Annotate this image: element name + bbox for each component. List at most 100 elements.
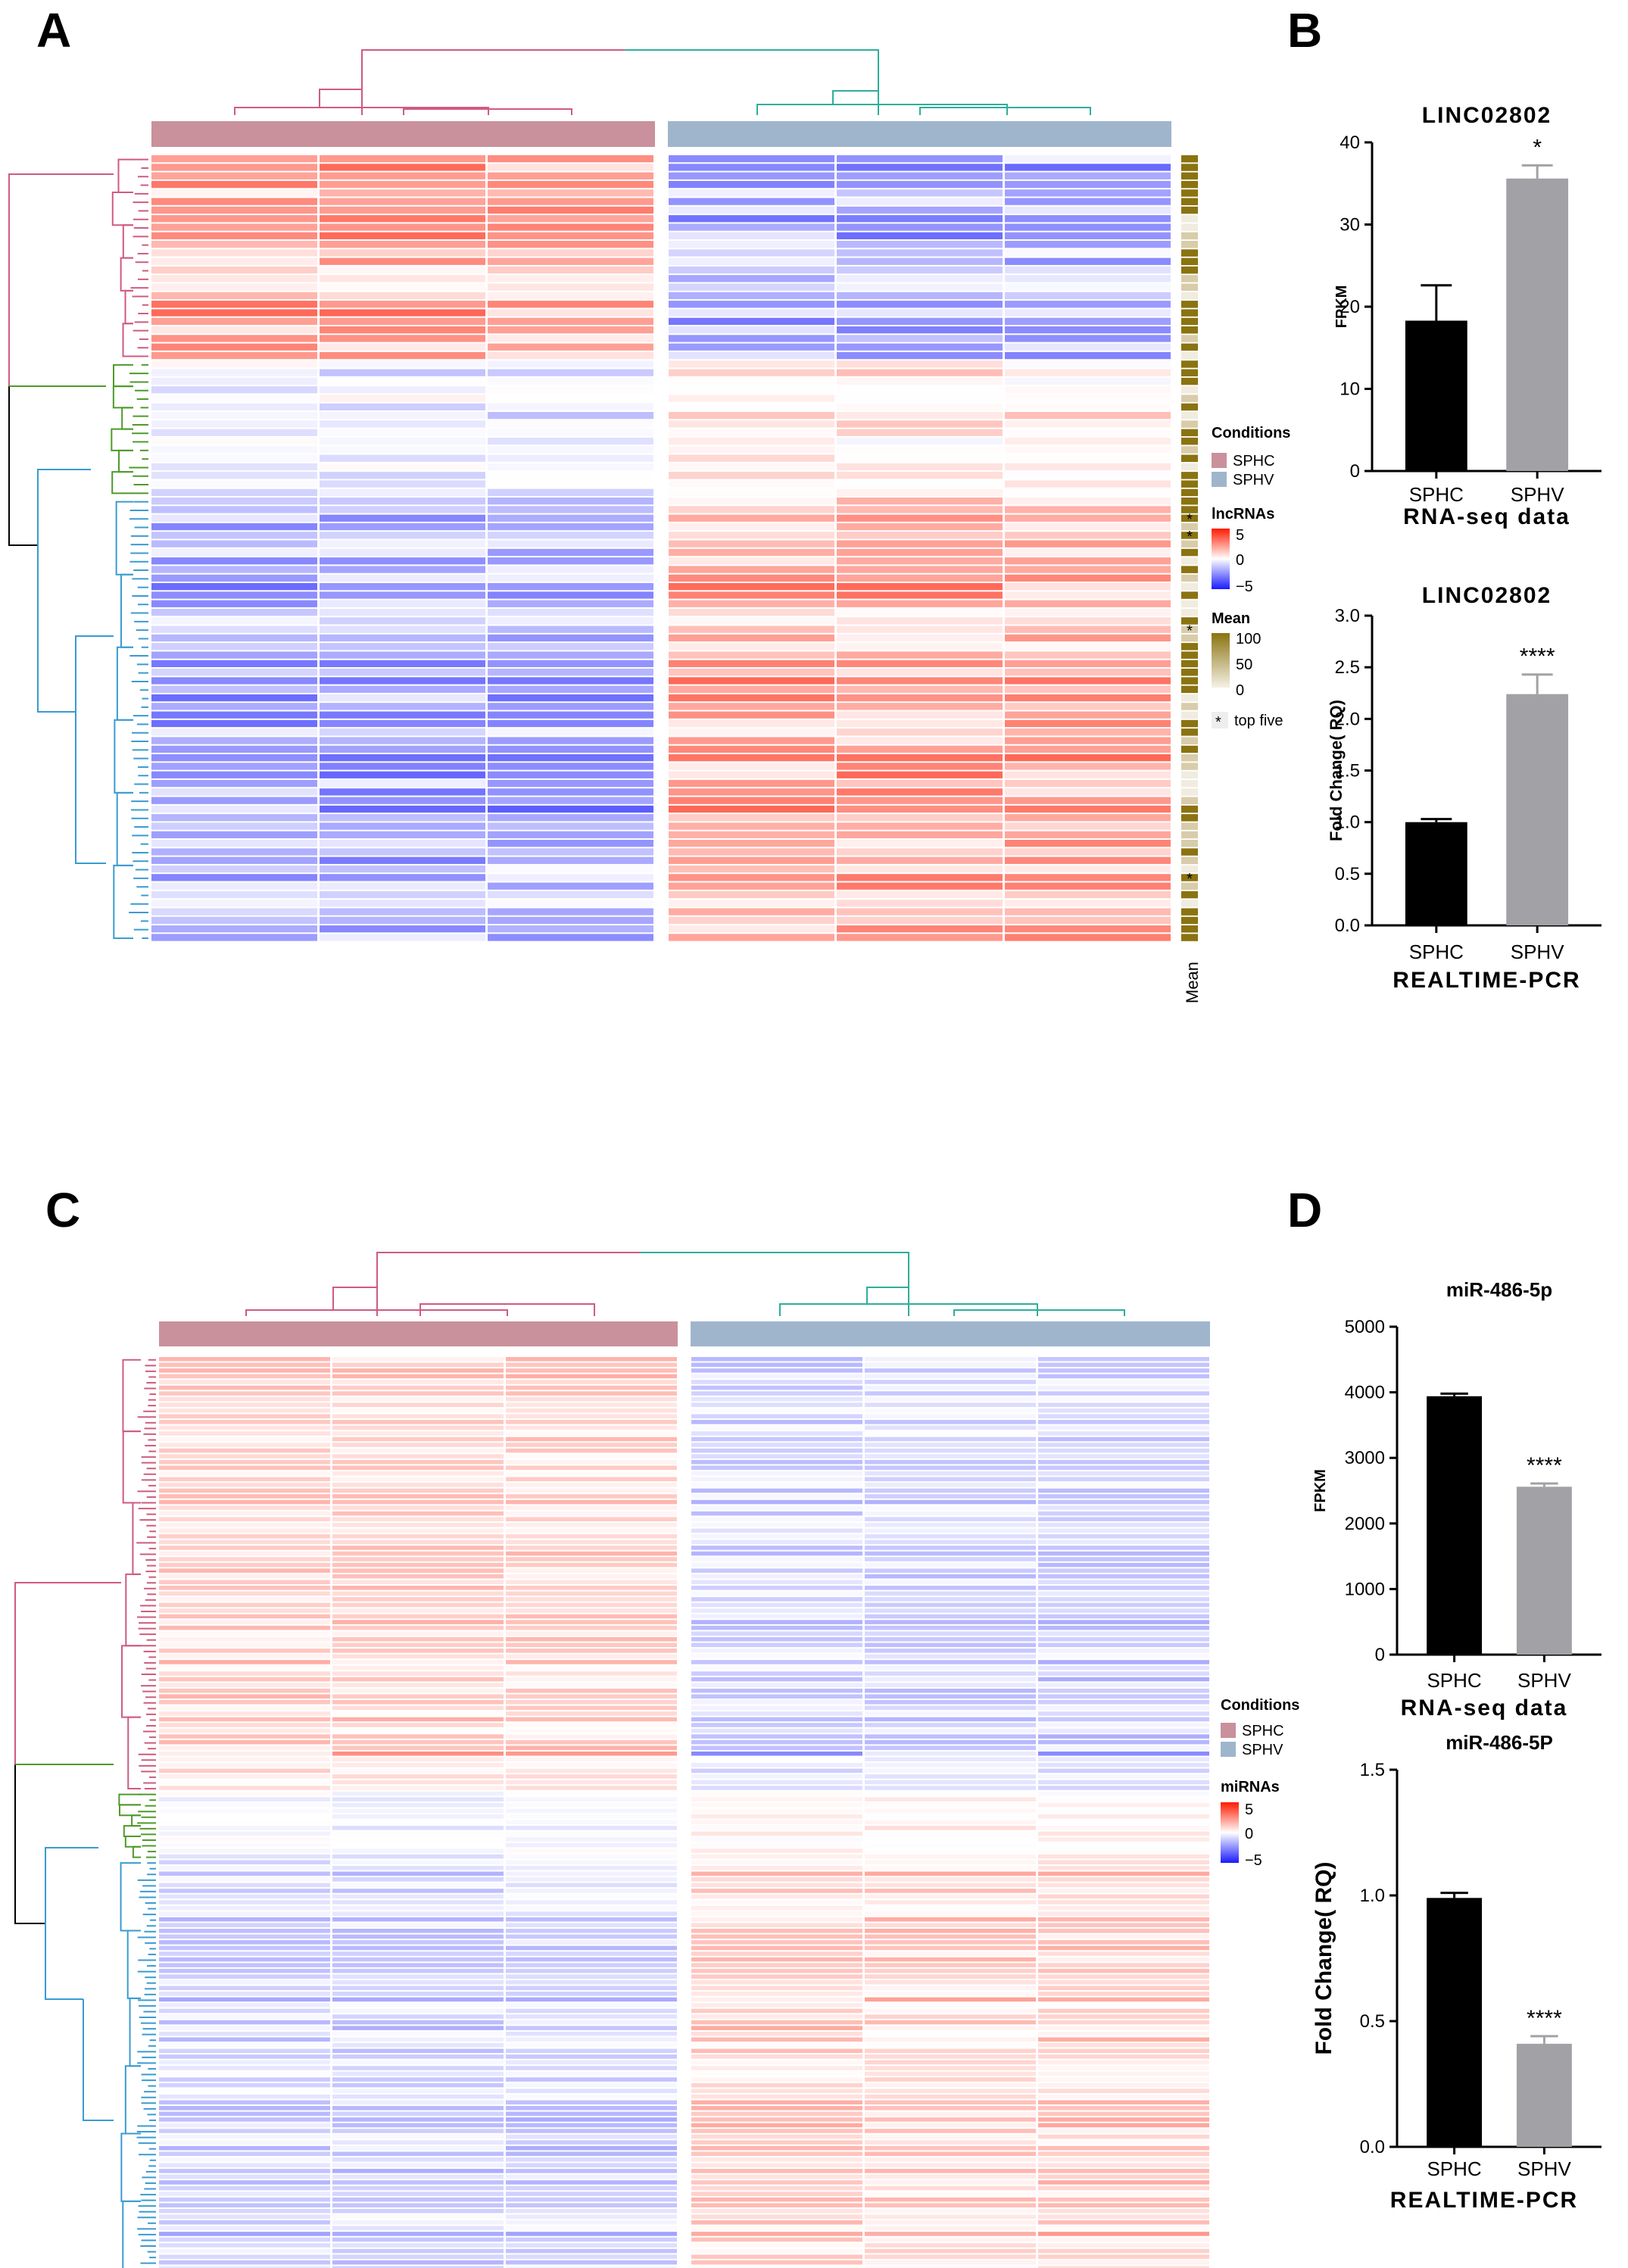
heatmap-cell — [320, 660, 485, 667]
heatmap-cell — [691, 1654, 862, 1659]
heatmap-cell — [837, 446, 1003, 454]
heatmap-cell — [332, 1974, 504, 1979]
heatmap-cell — [151, 677, 317, 685]
heatmap-cell — [488, 574, 653, 582]
heatmap-cell — [320, 719, 485, 728]
heatmap-cell — [1038, 1860, 1209, 1864]
heatmap-cell — [159, 1499, 330, 1505]
heatmap-cell — [332, 1860, 504, 1864]
heatmap-cell — [691, 2151, 862, 2156]
heatmap-cell — [151, 737, 317, 744]
heatmap-cell — [332, 1494, 504, 1499]
heatmap-cell — [506, 1814, 677, 1819]
heatmap-cell — [320, 900, 485, 907]
heatmap-cell — [320, 301, 485, 308]
column-dendrogram — [234, 49, 1091, 115]
heatmap-cell — [1038, 1448, 1209, 1453]
heatmap-cells — [159, 1357, 1209, 2268]
heatmap-cell — [865, 1654, 1036, 1659]
heatmap-cell — [332, 1774, 504, 1779]
mean-cell — [1181, 301, 1198, 308]
x-tick-label: SPHC — [1409, 483, 1464, 506]
heatmap-cell — [506, 1557, 677, 1561]
heatmap-cell — [1038, 2185, 1209, 2191]
heatmap-cell — [865, 1723, 1036, 1727]
heatmap-cell — [320, 669, 485, 676]
mean-cell — [1181, 771, 1198, 779]
heatmap-cell — [332, 1814, 504, 1819]
heatmap-cell — [332, 1517, 504, 1521]
heatmap-cell — [332, 2060, 504, 2065]
y-tick-label: 2.0 — [1335, 709, 1360, 729]
heatmap-cell — [159, 1528, 330, 1533]
heatmap-cell — [159, 1826, 330, 1830]
heatmap-cell — [1005, 925, 1171, 933]
heatmap-cell — [1038, 1454, 1209, 1458]
heatmap-cell — [669, 856, 834, 864]
mean-cell — [1181, 514, 1198, 523]
heatmap-cell — [332, 1402, 504, 1407]
heatmap-cell — [669, 814, 834, 822]
heatmap-cell — [865, 1700, 1036, 1705]
heatmap-cell — [320, 223, 485, 231]
heatmap-cell — [332, 1562, 504, 1568]
heatmap-cell — [151, 548, 317, 557]
heatmap-cell — [669, 472, 834, 479]
heatmap-cell — [691, 1546, 862, 1550]
heatmap-cell — [332, 1848, 504, 1853]
heatmap-cell — [488, 779, 653, 788]
heatmap-cell — [159, 2197, 330, 2202]
heatmap-cell — [488, 831, 653, 838]
heatmap-cell — [691, 1837, 862, 1842]
heatmap-cell — [1038, 1597, 1209, 1602]
heatmap-cell — [506, 2123, 677, 2128]
y-tick-label: 1.5 — [1335, 761, 1360, 781]
heatmap-cell — [159, 1945, 330, 1951]
heatmap-cell — [488, 754, 653, 762]
heatmap-cell — [691, 1471, 862, 1476]
mean-cell — [1181, 703, 1198, 710]
heatmap-cell — [159, 1483, 330, 1487]
heatmap-cell — [837, 172, 1003, 179]
heatmap-cell — [506, 2043, 677, 2048]
heatmap-cell — [837, 548, 1003, 557]
heatmap-cell — [669, 317, 834, 325]
mean-cell — [1181, 874, 1198, 881]
heatmap-cell — [669, 660, 834, 667]
heatmap-cell — [1005, 498, 1171, 505]
heatmap-cell — [506, 1820, 677, 1825]
heatmap-cell — [691, 1900, 862, 1905]
heatmap-cell — [151, 498, 317, 505]
legend-heat-gradient — [1212, 529, 1230, 589]
heatmap-cell — [865, 2020, 1036, 2025]
heatmap-cell — [691, 1528, 862, 1533]
heatmap-cell — [332, 1391, 504, 1396]
heatmap-cell — [488, 711, 653, 719]
heatmap-cell — [669, 908, 834, 916]
heatmap-cell — [691, 2208, 862, 2213]
heatmap-cell — [865, 1979, 1036, 1985]
heatmap-cell — [506, 1443, 677, 1447]
heatmap-cell — [320, 180, 485, 189]
heatmap-cell — [488, 856, 653, 864]
heatmap-cell — [332, 2111, 504, 2117]
heatmap-cell — [837, 934, 1003, 941]
heatmap-cell — [506, 2248, 677, 2254]
heatmap-cell — [1005, 257, 1171, 265]
heatmap-cell — [1005, 317, 1171, 325]
heatmap-cell — [320, 634, 485, 642]
mean-cell — [1181, 223, 1198, 231]
heatmap-cell — [865, 2003, 1036, 2008]
heatmap-cell — [332, 2151, 504, 2156]
heatmap-cell — [669, 301, 834, 308]
dendrogram-branch — [126, 1930, 141, 1999]
heatmap-cell — [1038, 1380, 1209, 1384]
heatmap-cell — [332, 1728, 504, 1733]
heatmap-cell — [865, 2077, 1036, 2082]
heatmap-cell — [1038, 1483, 1209, 1487]
heatmap-cell — [151, 703, 317, 710]
legend-mean-tick-high: 100 — [1236, 631, 1261, 647]
heatmap-cell — [1038, 2129, 1209, 2133]
heatmap-cell — [865, 1631, 1036, 1636]
heatmap-cell — [159, 2037, 330, 2042]
